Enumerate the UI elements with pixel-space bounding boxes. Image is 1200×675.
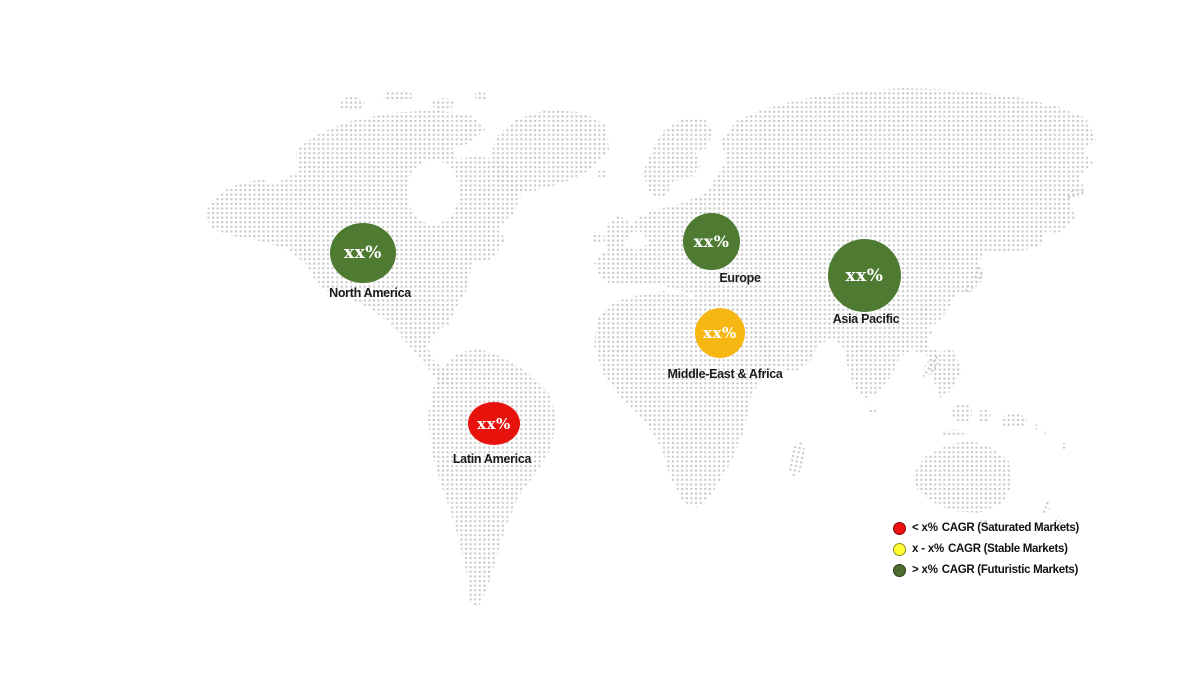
arctic-island-icon (474, 92, 488, 100)
marker-middle-east-africa[interactable]: xx% (695, 308, 745, 358)
legend-item-stable: x - x% CAGR (Stable Markets) (893, 542, 1079, 556)
marker-europe-value: xx% (693, 232, 730, 251)
marker-europe-label: Europe (719, 271, 761, 285)
ireland (591, 232, 601, 244)
caribbean-island-icon (486, 360, 492, 366)
pacific-island-icon (1033, 424, 1039, 430)
kuril-islands-icon (1066, 188, 1086, 200)
marker-asia-pacific[interactable]: xx% (828, 239, 901, 312)
continent-south-america (428, 349, 557, 608)
japan-icon (964, 282, 974, 294)
java (942, 429, 964, 437)
new-guinea (1001, 414, 1027, 428)
tasmania (980, 519, 988, 527)
sulawesi (977, 409, 991, 423)
caribbean-island-icon (473, 356, 479, 362)
marker-middle-east-africa-label: Middle-East & Africa (667, 367, 783, 381)
marker-asia-pacific-value: xx% (845, 265, 884, 286)
marker-middle-east-africa-value: xx% (703, 324, 737, 342)
legend-item-saturated: < x% CAGR (Saturated Markets) (893, 521, 1079, 535)
hudson-bay (407, 160, 459, 224)
legend-value-saturated: < x% (912, 522, 938, 534)
legend-text-stable: CAGR (Stable Markets) (948, 543, 1068, 555)
legend-value-stable: x - x% (912, 543, 945, 555)
marker-europe[interactable]: xx% (683, 213, 740, 270)
japan-icon (973, 266, 983, 282)
arctic-island-icon (432, 98, 454, 110)
borneo (952, 403, 972, 423)
new-zealand-icon (1041, 501, 1051, 515)
marker-latin-america-value: xx% (477, 414, 511, 433)
legend-item-futuristic: > x% CAGR (Futuristic Markets) (893, 563, 1079, 577)
greenland (489, 109, 609, 192)
philippines-icon (920, 305, 928, 323)
legend-text-futuristic: CAGR (Futuristic Markets) (941, 564, 1079, 576)
marker-north-america[interactable]: xx% (330, 223, 396, 283)
philippines-icon (926, 329, 932, 335)
madagascar (789, 441, 805, 477)
marker-asia-pacific-label: Asia Pacific (832, 312, 900, 326)
legend-dot-futuristic-icon (893, 563, 906, 577)
scandinavia (643, 117, 713, 199)
arctic-island-icon (339, 97, 365, 111)
marker-north-america-label: North America (329, 286, 411, 300)
legend-dot-saturated-icon (893, 521, 906, 535)
new-zealand-icon (1052, 516, 1062, 532)
legend-dot-stable-icon (893, 542, 906, 556)
sumatra (922, 354, 940, 378)
iceland (596, 170, 608, 178)
arctic-island-icon (383, 90, 413, 102)
continent-australia (913, 440, 1013, 513)
legend-value-futuristic: > x% (912, 564, 938, 576)
pacific-island-icon (1061, 443, 1067, 449)
marker-north-america-value: xx% (344, 243, 382, 263)
marker-latin-america-label: Latin America (452, 452, 532, 466)
continent-eurasia (594, 88, 1096, 398)
cagr-legend: < x% CAGR (Saturated Markets) x - x% CAG… (893, 521, 1079, 584)
legend-text-saturated: CAGR (Saturated Markets) (941, 522, 1080, 534)
marker-latin-america[interactable]: xx% (468, 402, 520, 445)
caribbean-island-icon (460, 352, 466, 358)
british-isles (603, 216, 629, 252)
sri-lanka (868, 407, 876, 415)
pacific-island-icon (1041, 429, 1047, 435)
